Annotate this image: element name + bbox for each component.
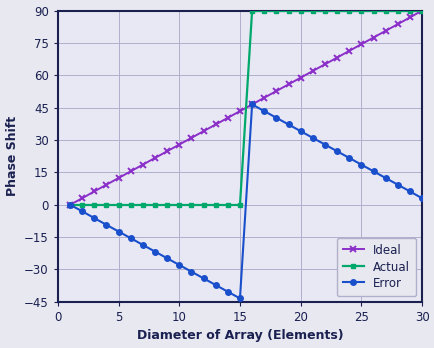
Ideal	[382, 29, 388, 33]
Ideal	[334, 56, 339, 60]
Actual	[104, 203, 109, 207]
Actual	[213, 203, 218, 207]
Line: Actual: Actual	[67, 202, 242, 207]
Line: Ideal: Ideal	[67, 7, 424, 208]
Ideal	[176, 142, 181, 147]
Ideal	[116, 176, 121, 180]
Actual	[201, 203, 206, 207]
Actual	[225, 203, 230, 207]
Actual	[164, 203, 169, 207]
Ideal	[67, 203, 72, 207]
Ideal	[285, 82, 290, 86]
Actual	[152, 203, 157, 207]
X-axis label: Diameter of Array (Elements): Diameter of Array (Elements)	[136, 330, 342, 342]
Actual	[237, 203, 242, 207]
Ideal	[213, 122, 218, 127]
Actual	[79, 203, 85, 207]
Error	[140, 243, 145, 247]
Actual	[128, 203, 133, 207]
Error	[237, 296, 242, 300]
Error	[164, 256, 169, 260]
Ideal	[79, 196, 85, 200]
Error	[188, 270, 194, 274]
Error	[128, 236, 133, 240]
Ideal	[406, 15, 411, 19]
Error	[67, 203, 72, 207]
Actual	[92, 203, 97, 207]
Ideal	[225, 116, 230, 120]
Ideal	[249, 102, 254, 106]
Ideal	[152, 156, 157, 160]
Error	[152, 250, 157, 254]
Ideal	[92, 189, 97, 193]
Actual	[140, 203, 145, 207]
Error	[213, 283, 218, 287]
Y-axis label: Phase Shift: Phase Shift	[6, 116, 19, 196]
Ideal	[188, 136, 194, 140]
Ideal	[309, 69, 315, 73]
Ideal	[140, 163, 145, 167]
Error	[104, 223, 109, 227]
Ideal	[201, 129, 206, 133]
Ideal	[104, 183, 109, 187]
Ideal	[394, 22, 399, 26]
Error	[79, 209, 85, 213]
Line: Error: Error	[67, 202, 242, 301]
Ideal	[297, 76, 302, 80]
Actual	[116, 203, 121, 207]
Error	[201, 276, 206, 280]
Ideal	[164, 149, 169, 153]
Legend: Ideal, Actual, Error: Ideal, Actual, Error	[336, 238, 415, 296]
Ideal	[358, 42, 363, 46]
Actual	[188, 203, 194, 207]
Ideal	[418, 8, 424, 13]
Ideal	[273, 89, 278, 93]
Ideal	[370, 35, 375, 40]
Ideal	[261, 96, 266, 100]
Error	[176, 263, 181, 267]
Ideal	[237, 109, 242, 113]
Ideal	[346, 49, 351, 53]
Error	[225, 290, 230, 294]
Ideal	[128, 169, 133, 173]
Error	[116, 229, 121, 234]
Actual	[176, 203, 181, 207]
Actual	[67, 203, 72, 207]
Ideal	[322, 62, 327, 66]
Error	[92, 216, 97, 220]
